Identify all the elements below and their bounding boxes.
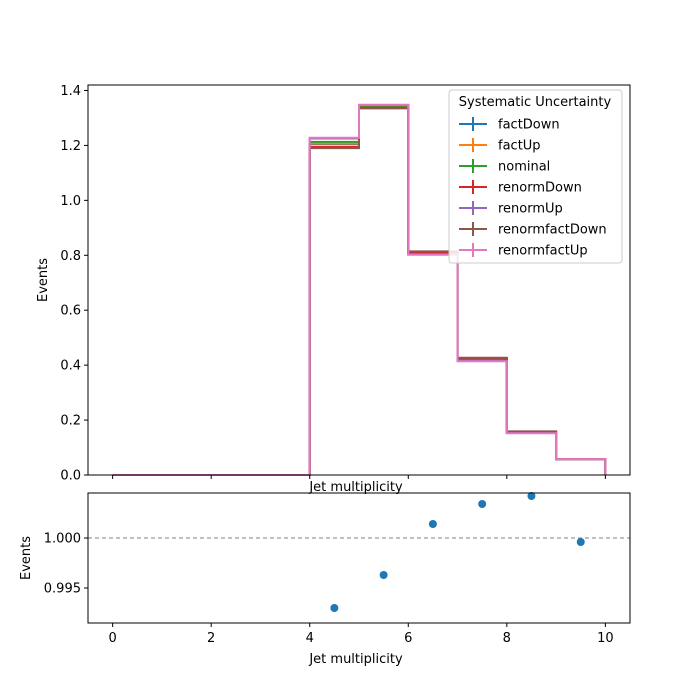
- legend-item-renormfactDown: renormfactDown: [459, 222, 607, 238]
- legend-item-nominal: nominal: [459, 159, 550, 175]
- ratio-x-tick-label: 4: [306, 631, 314, 646]
- legend-label-renormfactUp: renormfactUp: [498, 244, 588, 259]
- legend-label-renormfactDown: renormfactDown: [498, 223, 607, 238]
- ratio-x-tick-label: 2: [207, 631, 215, 646]
- main-x-ticks: [112, 475, 606, 479]
- main-y-ticks: 0.0 0.2 0.4 0.6 0.8 1.0 1.2 1.4: [60, 84, 88, 484]
- ratio-point: [379, 571, 388, 579]
- main-y-tick-label: 1.0: [60, 194, 81, 209]
- legend-label-renormUp: renormUp: [498, 202, 563, 217]
- ratio-y-tick-label: 0.995: [44, 582, 81, 597]
- legend-item-renormfactUp: renormfactUp: [459, 243, 588, 259]
- main-y-tick-label: 0.0: [60, 469, 81, 484]
- main-y-tick-label: 1.2: [60, 139, 81, 154]
- ratio-x-axis-label: Jet multiplicity: [308, 652, 403, 667]
- ratio-x-ticks: 0 2 4 6 8 10: [108, 623, 614, 646]
- ratio-point: [478, 500, 487, 508]
- main-plot-frame: [87, 84, 631, 476]
- ratio-point: [428, 520, 437, 528]
- ratio-points: [330, 492, 585, 612]
- legend-item-renormDown: renormDown: [459, 180, 582, 196]
- ratio-x-tick-label: 6: [404, 631, 412, 646]
- legend-item-factDown: factDown: [459, 117, 560, 133]
- main-y-axis-label: Events: [36, 258, 51, 302]
- ratio-y-axis-label: Events: [19, 536, 34, 580]
- ratio-y-tick-label: 1.000: [44, 532, 81, 547]
- legend-box: [448, 89, 623, 264]
- ratio-point: [330, 604, 339, 612]
- main-y-tick-label: 0.2: [60, 414, 81, 429]
- main-y-tick-label: 0.4: [60, 359, 81, 374]
- ratio-x-tick-label: 0: [108, 631, 116, 646]
- legend: Systematic Uncertainty factDown factUp nom…: [448, 89, 623, 264]
- legend-item-renormUp: renormUp: [459, 201, 563, 217]
- ratio-point: [527, 492, 536, 500]
- legend-label-nominal: nominal: [498, 160, 550, 175]
- ratio-panel: 0.995 1.000 0 2 4 6 8 10 Events Jet multiplici…: [19, 492, 631, 667]
- legend-label-factDown: factDown: [498, 118, 560, 133]
- ratio-point: [576, 538, 585, 546]
- legend-title: Systematic Uncertainty: [459, 95, 612, 110]
- legend-item-factUp: factUp: [459, 138, 541, 154]
- legend-label-renormDown: renormDown: [498, 181, 582, 196]
- ratio-x-tick-label: 10: [597, 631, 614, 646]
- ratio-y-ticks: 0.995 1.000: [44, 532, 88, 597]
- main-y-tick-label: 0.8: [60, 249, 81, 264]
- main-y-tick-label: 0.6: [60, 304, 81, 319]
- main-y-tick-label: 1.4: [60, 84, 81, 99]
- legend-items: factDown factUp nominal renormDown renormUp r…: [459, 117, 607, 259]
- main-histogram-panel: 0.0 0.2 0.4 0.6 0.8 1.0 1.2 1.4 Events Jet mult…: [36, 84, 631, 495]
- legend-label-factUp: factUp: [498, 139, 541, 154]
- ratio-plot-frame: [87, 492, 631, 624]
- main-x-axis-label: Jet multiplicity: [308, 480, 403, 495]
- ratio-x-tick-label: 8: [503, 631, 511, 646]
